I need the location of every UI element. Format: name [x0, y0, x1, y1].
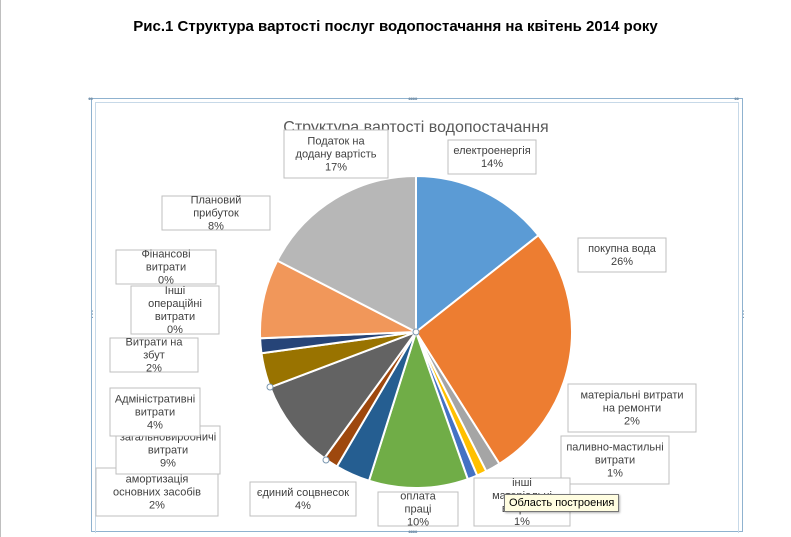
data-label-9[interactable]: Адміністративні витрати 4% — [109, 387, 201, 437]
data-label-category: амортизація — [126, 474, 189, 486]
data-label-14[interactable]: Податок на додану вартість 17% — [283, 129, 389, 179]
data-label-category: Витрати на — [126, 337, 184, 349]
data-label-category: Податок на — [307, 136, 365, 148]
data-label-box — [377, 491, 459, 527]
resize-handle-top[interactable]: •••• — [408, 94, 418, 104]
data-label-percent: 9% — [160, 458, 176, 470]
data-label-6[interactable]: єдиний соцвнесок 4% — [249, 481, 357, 517]
data-label-text: матеріальні витрати на ремонти 2% — [580, 390, 683, 428]
data-label-12[interactable]: Фінансові витрати 0% — [115, 249, 217, 287]
data-label-category: праці — [405, 504, 432, 516]
data-label-11[interactable]: Інші операційні витрати 0% — [130, 285, 220, 336]
resize-handle-bottom[interactable]: •••• — [408, 527, 418, 537]
data-label-percent: 4% — [295, 500, 311, 512]
data-label-percent: 26% — [611, 256, 633, 268]
data-label-category: оплата — [400, 491, 436, 503]
data-label-category: прибуток — [193, 208, 239, 220]
data-label-box — [109, 387, 201, 437]
data-label-category: витрати — [595, 455, 635, 467]
data-label-percent: 1% — [514, 516, 530, 528]
data-label-text: Податок на додану вартість 17% — [296, 136, 377, 174]
pie-slice-1[interactable] — [414, 233, 573, 466]
data-label-box — [560, 435, 670, 485]
data-label-percent: 2% — [146, 363, 162, 375]
window-edge — [0, 0, 1, 537]
data-label-text: єдиний соцвнесок 4% — [257, 487, 349, 512]
data-label-text: амортизація основних засобів 2% — [113, 474, 201, 512]
data-label-category: на ремонти — [603, 403, 661, 415]
data-label-percent: 1% — [607, 468, 623, 480]
data-label-category: Плановий — [191, 195, 242, 207]
chart-area-frame[interactable] — [91, 98, 743, 532]
data-label-13[interactable]: Плановий прибуток 8% — [161, 195, 271, 233]
data-label-percent: 10% — [407, 517, 429, 529]
data-label-category: додану вартість — [296, 149, 377, 161]
data-label-category: інші — [512, 477, 532, 489]
data-label-category: витрати — [135, 407, 175, 419]
plot-area-tooltip: Область построения — [504, 494, 620, 512]
data-label-text: покупна вода 26% — [588, 243, 657, 268]
data-label-text: Фінансові витрати 0% — [141, 249, 190, 287]
data-label-category: витрати — [148, 445, 188, 457]
data-label-category: електроенергія — [453, 145, 530, 157]
data-label-category: витрати — [146, 262, 186, 274]
data-label-category: витрати — [155, 311, 195, 323]
data-label-2[interactable]: матеріальні витрати на ремонти 2% — [567, 383, 697, 433]
data-label-box — [249, 481, 357, 517]
data-label-percent: 2% — [624, 416, 640, 428]
data-label-percent: 14% — [481, 158, 503, 170]
data-label-percent: 17% — [325, 162, 347, 174]
data-label-box — [161, 195, 271, 231]
data-label-10[interactable]: Витрати на збут 2% — [109, 337, 199, 375]
pie-slice-5[interactable] — [367, 328, 470, 489]
plot-area-handle-1[interactable] — [266, 383, 274, 391]
data-label-category: паливно-мастильні — [566, 442, 663, 454]
data-label-category: збут — [143, 350, 165, 362]
data-label-percent: 4% — [147, 420, 163, 432]
data-label-7[interactable]: амортизація основних засобів 2% — [95, 467, 219, 517]
resize-handle-left[interactable]: ⋮ — [88, 309, 97, 319]
data-label-category: покупна вода — [588, 243, 657, 255]
data-label-box — [447, 139, 537, 175]
data-label-3[interactable]: паливно-мастильні витрати 1% — [560, 435, 670, 485]
pie-slice-0[interactable] — [415, 174, 540, 335]
data-label-text: паливно-мастильні витрати 1% — [566, 442, 663, 480]
data-label-1[interactable]: покупна вода 26% — [577, 237, 667, 273]
data-label-text: Плановий прибуток 8% — [191, 195, 242, 233]
data-label-category: матеріальні витрати — [580, 390, 683, 402]
plot-area-handle-2[interactable] — [322, 456, 330, 464]
data-label-category: єдиний соцвнесок — [257, 487, 349, 499]
data-label-category: Адміністративні — [115, 394, 195, 406]
data-label-box — [115, 249, 217, 285]
data-label-5[interactable]: оплата праці 10% — [377, 491, 459, 529]
data-label-text: Інші операційні витрати 0% — [148, 285, 202, 336]
resize-handle-top-right[interactable]: •• — [734, 94, 739, 104]
data-label-box — [109, 337, 199, 373]
data-label-text: електроенергія 14% — [453, 145, 530, 170]
data-label-box — [567, 383, 697, 433]
data-label-category: основних засобів — [113, 487, 201, 499]
pie-slice-14[interactable] — [275, 174, 417, 334]
data-label-percent: 0% — [167, 324, 183, 336]
resize-handle-top-left[interactable]: •• — [88, 94, 93, 104]
resize-handle-right[interactable]: ⋮ — [739, 309, 748, 319]
data-label-percent: 8% — [208, 221, 224, 233]
data-label-category: Фінансові — [141, 249, 190, 261]
chart-inner-frame — [95, 102, 739, 533]
data-label-box — [95, 467, 219, 517]
data-label-percent: 0% — [158, 275, 174, 287]
data-label-category: Інші — [165, 285, 185, 297]
data-label-box — [130, 285, 220, 335]
data-label-0[interactable]: електроенергія 14% — [447, 139, 537, 175]
plot-area-handle-0[interactable] — [412, 328, 420, 336]
data-label-box — [577, 237, 667, 273]
document-title: Рис.1 Структура вартості послуг водопост… — [133, 18, 658, 35]
data-label-text: оплата праці 10% — [400, 491, 436, 529]
data-label-category: операційні — [148, 298, 202, 310]
data-label-text: Витрати на збут 2% — [126, 337, 184, 375]
data-label-box — [283, 129, 389, 179]
data-label-text: Адміністративні витрати 4% — [115, 394, 195, 432]
data-label-percent: 2% — [149, 500, 165, 512]
